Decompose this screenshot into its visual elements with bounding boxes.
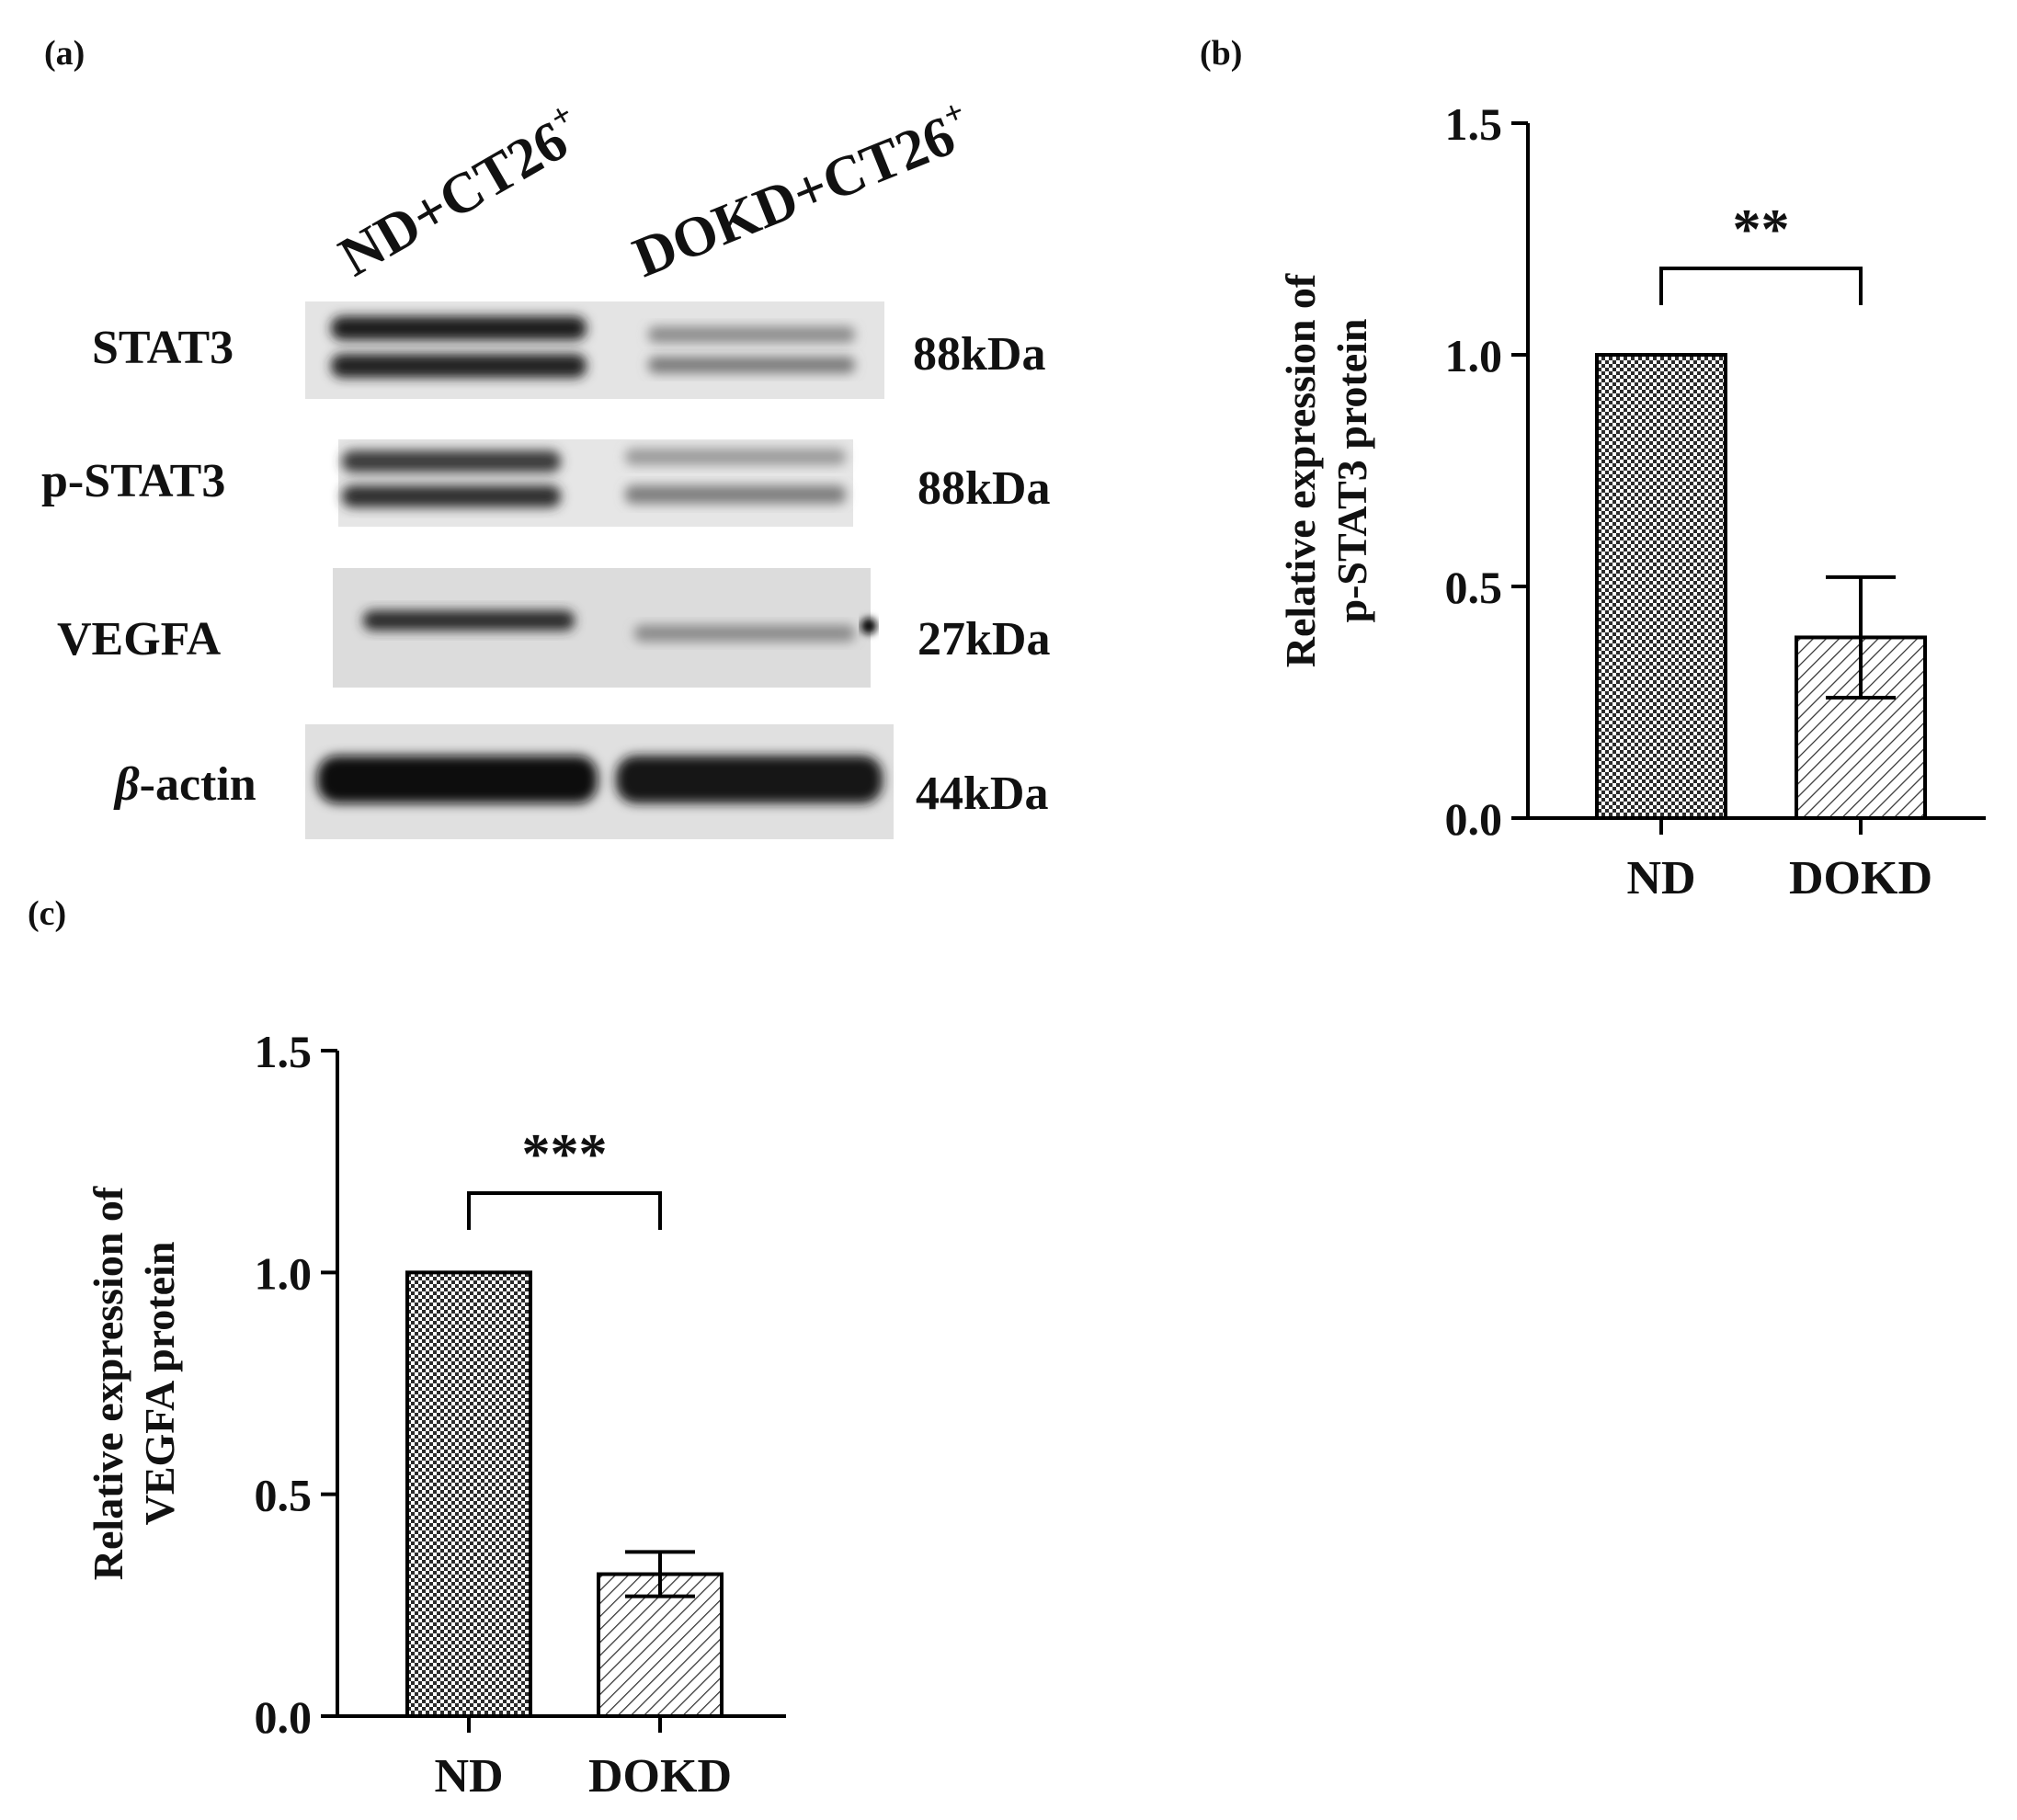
panel-label-a: (a) (44, 34, 85, 73)
blot-strip-stat3 (305, 301, 884, 399)
significance-label: *** (522, 1123, 608, 1186)
y-tick-label: 1.5 (255, 1026, 313, 1077)
blot-strip-p-stat3 (338, 439, 853, 527)
x-tick-label: DOKD (588, 1750, 732, 1803)
y-axis-label: Relative expression of p-STAT3 protein (1277, 273, 1375, 667)
bar-nd (1595, 353, 1727, 820)
significance-bracket (1659, 267, 1863, 305)
y-tick-label: 1.0 (1445, 330, 1503, 381)
kda-label-stat3: 88kDa (913, 328, 1045, 381)
significance-label: ** (1733, 199, 1790, 261)
panel-label-b: (b) (1200, 34, 1243, 73)
kda-label-vegfa: 27kDa (917, 613, 1050, 665)
blot-strip-vegfa (333, 568, 877, 688)
kda-label-p-stat3: 88kDa (917, 462, 1050, 515)
bar-nd (405, 1270, 532, 1718)
y-tick-label: 0.0 (255, 1691, 313, 1743)
y-tick-label: 0.5 (255, 1470, 313, 1521)
y-tick-label: 1.0 (255, 1247, 313, 1299)
row-label-vegfa: VEGFA (57, 613, 222, 665)
lane-label-nd: ND+CT26+ (326, 95, 594, 289)
y-tick-label: 1.5 (1445, 98, 1503, 150)
y-tick-label: 0.0 (1445, 793, 1503, 845)
y-axis-label: Relative expression of VEGFA protein (87, 1186, 183, 1580)
y-tick-label: 0.5 (1445, 562, 1503, 613)
chart-vegfa: 0.0 0.5 1.0 1.5 Relative expression of VEGFA … (87, 1026, 786, 1803)
x-tick-label: ND (434, 1750, 503, 1803)
blot-strip-beta-actin (305, 724, 894, 839)
x-tick-label: DOKD (1789, 852, 1932, 904)
lane-label-dokd: DOKD+CT26+ (623, 92, 981, 290)
x-tick-label: ND (1626, 852, 1695, 904)
western-blot-panel: ND+CT26+ DOKD+CT26+ STAT3 p-STAT3 VEGFA … (41, 92, 1050, 839)
row-label-beta-actin: β-actin (113, 758, 256, 811)
chart-p-stat3: 0.0 0.5 1.0 1.5 Relative expression of p-STAT… (1277, 98, 1986, 904)
significance-bracket (467, 1191, 662, 1230)
row-label-p-stat3: p-STAT3 (41, 455, 225, 507)
kda-label-beta-actin: 44kDa (916, 768, 1048, 820)
panel-label-c: (c) (28, 894, 67, 933)
row-label-stat3: STAT3 (92, 322, 234, 374)
